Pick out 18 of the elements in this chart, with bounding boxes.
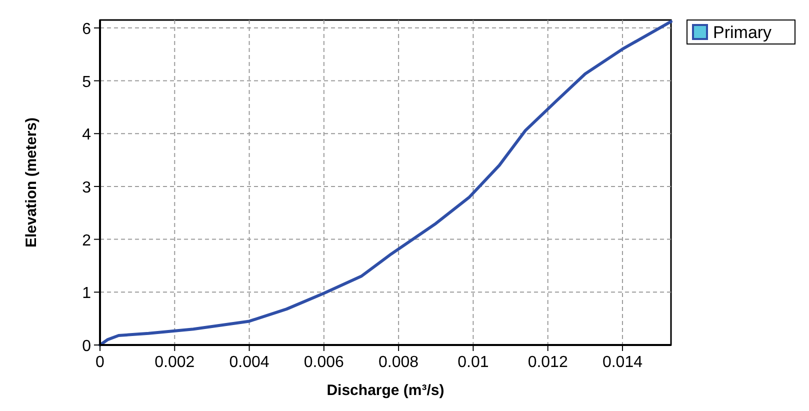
x-tick-label: 0 xyxy=(96,354,105,371)
legend-label: Primary xyxy=(713,23,772,42)
x-tick-label: 0.012 xyxy=(528,354,568,371)
x-tick-label: 0.01 xyxy=(458,354,489,371)
x-tick-label: 0.008 xyxy=(378,354,419,371)
y-tick-label: 3 xyxy=(82,179,92,196)
x-tick-label: 0.004 xyxy=(229,354,270,371)
y-tick-label: 0 xyxy=(82,338,92,355)
y-tick-label: 1 xyxy=(82,285,92,302)
x-tick-label: 0.014 xyxy=(602,354,643,371)
y-tick-label: 6 xyxy=(82,20,92,38)
y-tick-label: 4 xyxy=(82,126,92,144)
x-tick-label: 0.006 xyxy=(304,354,344,371)
y-tick-label: 2 xyxy=(82,232,92,250)
y-tick-label: 5 xyxy=(82,74,92,91)
x-axis-title: Discharge (m³/s) xyxy=(326,382,444,399)
y-axis-title: Elevation (meters) xyxy=(23,117,40,248)
x-tick-label: 0.002 xyxy=(154,354,195,371)
